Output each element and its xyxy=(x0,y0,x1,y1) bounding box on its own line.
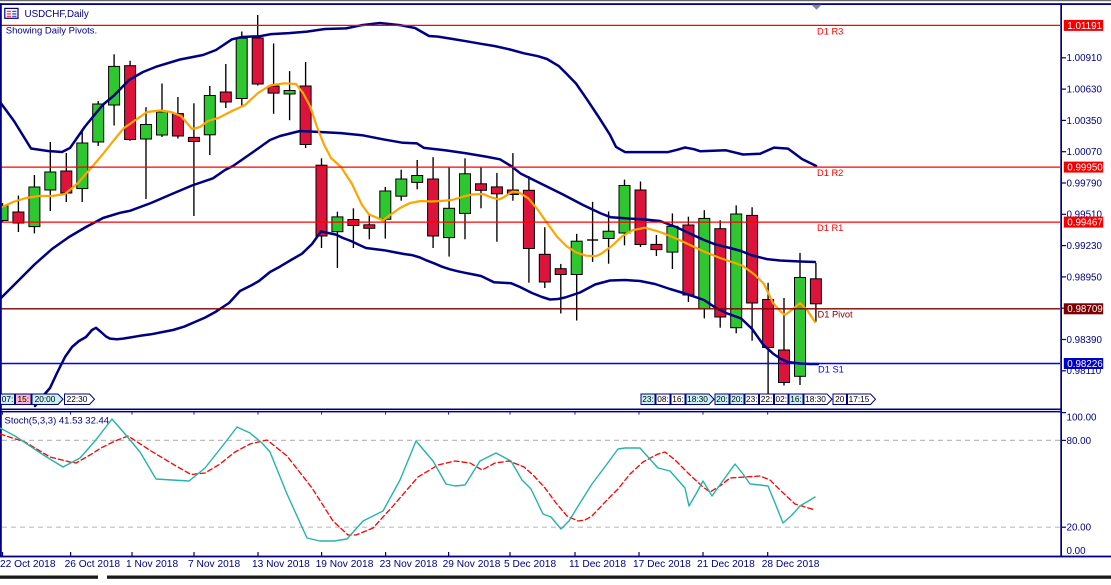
svg-text:D1 R2: D1 R2 xyxy=(817,168,843,178)
svg-text:15:: 15: xyxy=(17,394,29,404)
svg-text:22 Oct 2018: 22 Oct 2018 xyxy=(0,559,56,570)
svg-text:1.00070: 1.00070 xyxy=(1067,147,1103,158)
svg-text:D1 R1: D1 R1 xyxy=(817,223,843,233)
svg-text:0.99467: 0.99467 xyxy=(1067,218,1102,229)
svg-text:20: 20 xyxy=(835,394,845,404)
svg-text:1 Nov 2018: 1 Nov 2018 xyxy=(126,559,178,570)
svg-text:18:30: 18:30 xyxy=(805,394,826,404)
svg-text:08:: 08: xyxy=(657,394,669,404)
svg-text:100.00: 100.00 xyxy=(1067,412,1098,423)
svg-text:Showing Daily Pivots.: Showing Daily Pivots. xyxy=(6,26,97,37)
svg-text:07:: 07: xyxy=(2,394,14,404)
svg-text:23:: 23: xyxy=(746,394,758,404)
svg-text:0.98709: 0.98709 xyxy=(1067,304,1102,315)
svg-text:16:: 16: xyxy=(790,394,802,404)
svg-text:7 Nov 2018: 7 Nov 2018 xyxy=(188,559,240,570)
svg-text:13 Nov 2018: 13 Nov 2018 xyxy=(252,559,310,570)
svg-text:0.99950: 0.99950 xyxy=(1067,163,1103,174)
svg-text:11 Dec 2018: 11 Dec 2018 xyxy=(569,559,626,570)
svg-text:18:30: 18:30 xyxy=(687,394,708,404)
svg-text:28 Dec 2018: 28 Dec 2018 xyxy=(762,559,820,570)
svg-text:20:: 20: xyxy=(731,394,743,404)
svg-text:21 Dec 2018: 21 Dec 2018 xyxy=(697,559,755,570)
svg-text:23 Nov 2018: 23 Nov 2018 xyxy=(380,559,438,570)
svg-text:17 Dec 2018: 17 Dec 2018 xyxy=(633,559,691,570)
svg-text:22:30: 22:30 xyxy=(67,394,88,404)
svg-text:19 Nov 2018: 19 Nov 2018 xyxy=(316,559,374,570)
svg-text:80.00: 80.00 xyxy=(1067,436,1092,447)
svg-text:20:: 20: xyxy=(716,394,728,404)
svg-text:29 Nov 2018: 29 Nov 2018 xyxy=(443,559,501,570)
svg-text:22:: 22: xyxy=(761,394,773,404)
svg-text:0.98950: 0.98950 xyxy=(1067,272,1103,283)
svg-text:0.99230: 0.99230 xyxy=(1067,241,1103,252)
svg-text:D1 R3: D1 R3 xyxy=(817,27,843,37)
svg-text:1.00910: 1.00910 xyxy=(1067,53,1103,64)
svg-text:23:: 23: xyxy=(642,394,654,404)
svg-text:D1 Pivot: D1 Pivot xyxy=(818,310,854,320)
svg-text:0.00: 0.00 xyxy=(1067,546,1087,557)
svg-text:0.99790: 0.99790 xyxy=(1067,178,1103,189)
svg-text:20.00: 20.00 xyxy=(1067,523,1092,534)
svg-text:Stoch(5,3,3) 41.53 32.44: Stoch(5,3,3) 41.53 32.44 xyxy=(5,416,110,427)
svg-text:1.01191: 1.01191 xyxy=(1067,21,1102,32)
svg-text:D1 S1: D1 S1 xyxy=(818,365,844,375)
svg-text:16:: 16: xyxy=(672,394,684,404)
svg-text:5 Dec 2018: 5 Dec 2018 xyxy=(504,559,556,570)
svg-text:0.99510: 0.99510 xyxy=(1067,210,1103,221)
svg-text:0.98390: 0.98390 xyxy=(1067,335,1103,346)
svg-text:02:: 02: xyxy=(775,394,787,404)
svg-text:20:00: 20:00 xyxy=(35,394,56,404)
svg-text:1.00630: 1.00630 xyxy=(1067,85,1103,96)
svg-text:0.98226: 0.98226 xyxy=(1067,359,1103,370)
svg-text:USDCHF,Daily: USDCHF,Daily xyxy=(25,9,89,20)
svg-text:17:15: 17:15 xyxy=(849,394,870,404)
svg-text:1.00350: 1.00350 xyxy=(1067,116,1103,127)
svg-text:0.98110: 0.98110 xyxy=(1067,366,1102,377)
svg-text:26 Oct 2018: 26 Oct 2018 xyxy=(65,559,121,570)
